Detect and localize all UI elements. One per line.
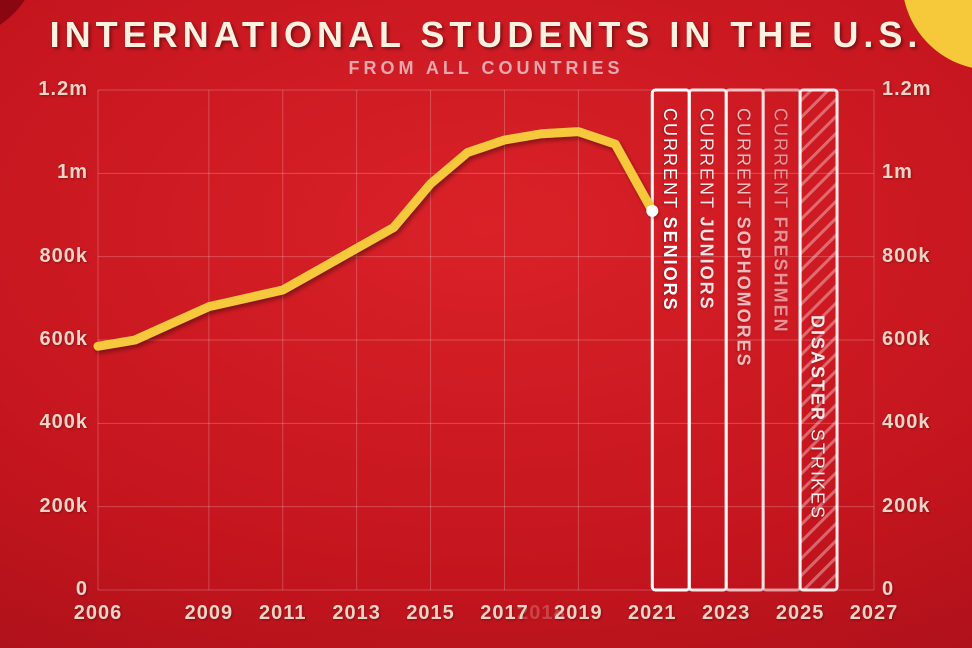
- y-tick-label-right: 400k: [882, 411, 931, 434]
- x-tick-label-ghost: 2018: [511, 602, 571, 625]
- y-tick-label-right: 1.2m: [882, 78, 932, 101]
- x-tick-label: 2013: [327, 602, 387, 625]
- x-tick-label: 2009: [179, 602, 239, 625]
- cohort-label: CURRENT FRESHMEN: [770, 108, 791, 572]
- x-tick-label: 2023: [696, 602, 756, 625]
- x-tick-label: 2025: [770, 602, 830, 625]
- y-tick-label-left: 0: [18, 578, 88, 601]
- x-tick-label: 2011: [253, 602, 313, 625]
- chart-area: 0 200k 400k 600k 800k 1m 1.2m 0 200k 400k 600k 800…: [0, 0, 972, 648]
- chart-grid: [98, 90, 874, 590]
- y-tick-label-left: 600k: [18, 328, 88, 351]
- y-tick-label-right: 1m: [882, 161, 913, 184]
- y-tick-label-left: 200k: [18, 495, 88, 518]
- y-tick-label-right: 200k: [882, 495, 931, 518]
- x-tick-label: 2015: [401, 602, 461, 625]
- y-tick-label-left: 400k: [18, 411, 88, 434]
- y-tick-label-left: 800k: [18, 245, 88, 268]
- data-line: [98, 132, 658, 347]
- y-tick-label-left: 1.2m: [18, 78, 88, 101]
- x-tick-label: 2027: [844, 602, 904, 625]
- y-tick-label-right: 800k: [882, 245, 931, 268]
- cohort-label: DISASTER STRIKES: [807, 315, 828, 520]
- cohort-label: CURRENT SOPHOMORES: [733, 108, 754, 572]
- y-tick-label-left: 1m: [18, 161, 88, 184]
- y-tick-label-right: 600k: [882, 328, 931, 351]
- cohort-label: CURRENT JUNIORS: [696, 108, 717, 572]
- cohort-label: CURRENT SENIORS: [659, 108, 680, 572]
- y-tick-label-right: 0: [882, 578, 894, 601]
- x-tick-label: 2021: [622, 602, 682, 625]
- x-tick-label: 2006: [68, 602, 128, 625]
